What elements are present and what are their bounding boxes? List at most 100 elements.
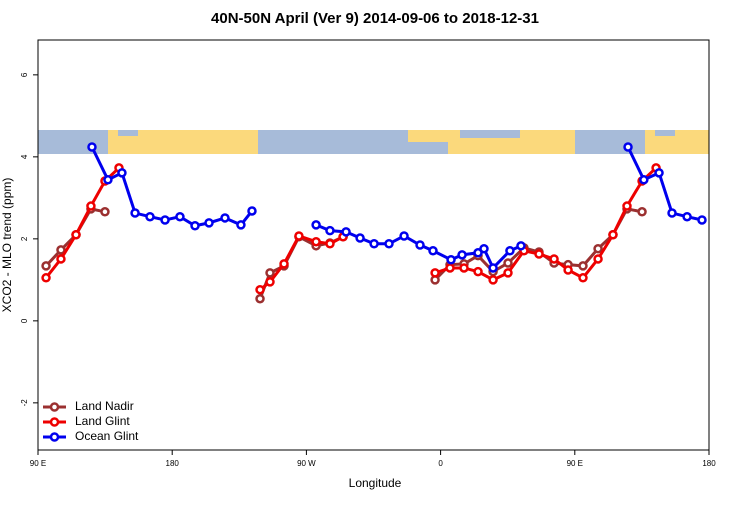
data-point (175, 211, 185, 222)
data-point (247, 206, 257, 216)
legend-swatch (49, 402, 60, 412)
y-tick-label: 4 (20, 154, 29, 159)
data-point (516, 241, 526, 251)
map-strip (38, 130, 709, 154)
data-point (145, 211, 155, 222)
data-point (415, 240, 425, 250)
data-point (488, 275, 498, 285)
y-axis-label: XCO2 - MLO trend (ppm) (0, 178, 14, 313)
data-point (311, 220, 321, 230)
y-tick-label: 2 (20, 236, 29, 241)
x-tick-label: 0 (438, 459, 443, 468)
data-point (593, 243, 603, 254)
data-point (563, 265, 573, 275)
y-tick-label: -2 (20, 399, 29, 407)
data-point (428, 245, 438, 256)
data-point (479, 243, 489, 254)
data-point (86, 201, 96, 211)
data-point (87, 142, 97, 152)
data-point (534, 249, 544, 259)
data-point (639, 175, 649, 185)
data-point (41, 261, 51, 271)
legend-swatch (49, 417, 60, 427)
data-point (325, 239, 335, 249)
data-point (473, 266, 483, 277)
map-ocean (408, 142, 448, 154)
map-ocean (118, 130, 138, 136)
data-point (294, 231, 304, 241)
x-tick-label: 90 E (567, 459, 583, 468)
series-line (315, 223, 522, 271)
map-ocean (460, 130, 520, 138)
data-point (637, 207, 647, 217)
data-point (623, 142, 633, 152)
data-point (56, 254, 66, 264)
data-point (41, 273, 51, 283)
data-point (255, 293, 265, 304)
data-point (654, 168, 664, 178)
data-point (255, 284, 265, 295)
data-point (204, 218, 214, 228)
data-point (160, 215, 170, 225)
data-point (71, 230, 81, 240)
legend-label: Land Nadir (75, 399, 134, 413)
data-point (369, 239, 379, 249)
data-point (399, 231, 409, 241)
data-point (578, 261, 588, 271)
data-point (117, 168, 127, 178)
map-ocean (575, 130, 645, 154)
data-point (459, 263, 469, 273)
data-point (56, 245, 66, 255)
data-point (622, 201, 632, 211)
data-point (505, 245, 515, 256)
data-point (488, 263, 498, 273)
data-point (100, 207, 110, 217)
data-point (457, 250, 467, 260)
data-point (311, 236, 321, 247)
data-point (473, 248, 483, 258)
series-line (434, 166, 658, 282)
data-point (608, 230, 618, 240)
data-point (549, 254, 559, 264)
data-point (265, 268, 275, 278)
data-point (341, 227, 351, 237)
legend-swatch (49, 432, 60, 442)
data-point (682, 211, 692, 222)
data-point (190, 220, 200, 231)
data-point (446, 255, 456, 265)
data-point (325, 225, 335, 236)
y-tick-label: 0 (20, 318, 29, 323)
x-tick-label: 90 W (297, 459, 316, 468)
data-point (667, 208, 677, 218)
map-ocean (655, 130, 675, 136)
data-point (593, 254, 603, 264)
data-point (697, 215, 707, 225)
x-tick-label: 180 (166, 459, 180, 468)
legend-label: Land Glint (75, 414, 130, 428)
y-tick-label: 6 (20, 72, 29, 77)
data-point (578, 273, 588, 283)
x-tick-label: 90 E (30, 459, 46, 468)
data-point (384, 239, 394, 249)
legend-label: Ocean Glint (75, 429, 139, 443)
plot-frame (37, 39, 710, 451)
data-point (355, 233, 365, 243)
data-point (430, 268, 440, 278)
x-axis-label: Longitude (349, 476, 402, 490)
map-ocean (258, 130, 408, 154)
chart-title: 40N-50N April (Ver 9) 2014-09-06 to 2018… (211, 10, 539, 27)
data-point (279, 259, 289, 269)
data-point (103, 175, 113, 185)
data-point (265, 277, 275, 287)
data-point (236, 220, 246, 230)
map-ocean (38, 130, 108, 154)
x-tick-label: 180 (702, 459, 716, 468)
data-point (220, 213, 230, 223)
data-point (503, 268, 513, 278)
data-point (445, 263, 455, 273)
data-point (130, 208, 140, 218)
data-point (503, 258, 513, 268)
